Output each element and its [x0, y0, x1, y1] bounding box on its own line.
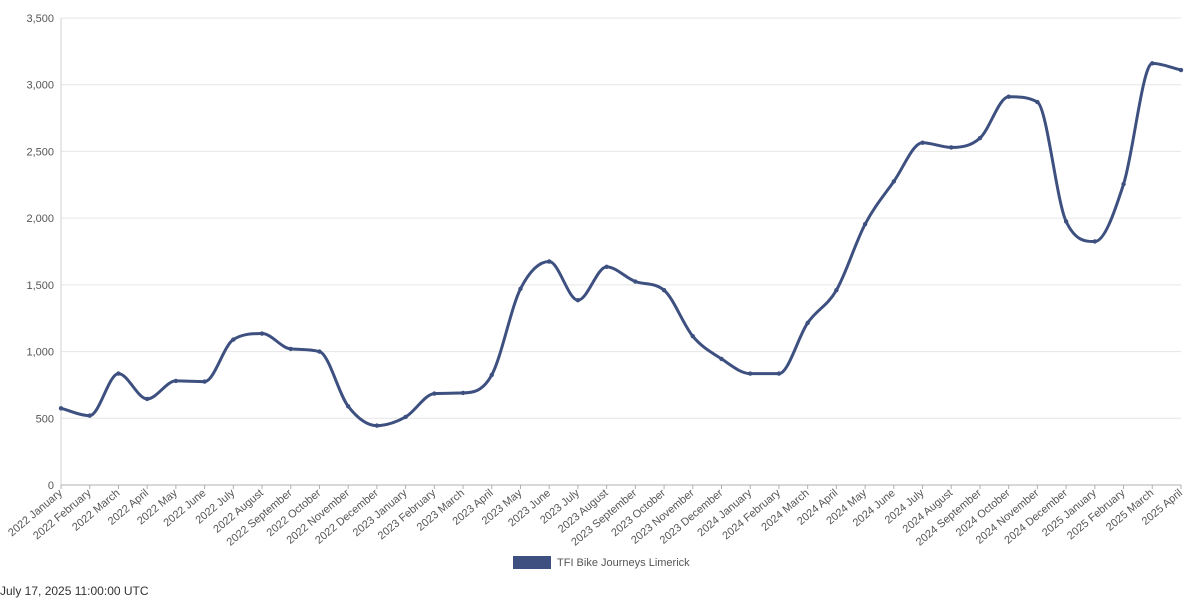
y-tick-label: 500: [36, 413, 54, 425]
data-point[interactable]: [1150, 61, 1155, 66]
data-point[interactable]: [805, 320, 810, 326]
y-tick-label: 1,500: [26, 280, 54, 292]
data-point[interactable]: [834, 287, 839, 293]
data-point[interactable]: [317, 349, 322, 354]
data-point[interactable]: [1121, 181, 1126, 187]
data-point[interactable]: [345, 404, 351, 409]
data-point[interactable]: [432, 391, 437, 396]
y-axis: 0 500 1,000 1,500 2,000 2,500 3,000 3,500: [26, 13, 62, 492]
data-point[interactable]: [259, 331, 265, 336]
data-point[interactable]: [403, 414, 408, 420]
data-point[interactable]: [489, 372, 494, 378]
data-point[interactable]: [977, 135, 983, 141]
data-point[interactable]: [173, 378, 179, 384]
data-point[interactable]: [87, 413, 92, 418]
legend[interactable]: TFI Bike Journeys Limerick: [513, 556, 690, 569]
data-point[interactable]: [374, 423, 380, 428]
data-point[interactable]: [776, 371, 782, 376]
y-tick-label: 3,500: [26, 13, 54, 25]
data-point[interactable]: [575, 298, 581, 303]
data-point[interactable]: [862, 221, 868, 227]
data-point[interactable]: [547, 259, 552, 264]
data-point[interactable]: [633, 279, 638, 284]
y-tick-label: 1,000: [26, 347, 54, 359]
y-tick-label: 0: [48, 480, 54, 492]
data-point[interactable]: [1006, 94, 1011, 99]
y-tick-label: 2,500: [26, 146, 54, 158]
data-point[interactable]: [748, 371, 753, 376]
y-tick-label: 3,000: [26, 80, 54, 92]
series-layer: [58, 61, 1184, 428]
data-point[interactable]: [231, 337, 236, 342]
data-point[interactable]: [144, 396, 150, 402]
data-point[interactable]: [661, 287, 667, 293]
data-point[interactable]: [202, 379, 207, 384]
data-point[interactable]: [891, 179, 897, 184]
data-point[interactable]: [949, 145, 954, 150]
data-point[interactable]: [719, 356, 724, 362]
series-line[interactable]: [59, 61, 1183, 428]
data-point[interactable]: [58, 406, 64, 411]
data-point[interactable]: [460, 390, 466, 396]
data-point[interactable]: [690, 334, 695, 339]
data-point[interactable]: [1092, 239, 1098, 244]
data-point[interactable]: [116, 371, 121, 376]
data-point[interactable]: [920, 140, 925, 145]
legend-label[interactable]: TFI Bike Journeys Limerick: [557, 556, 690, 569]
data-point[interactable]: [604, 264, 609, 270]
data-point[interactable]: [1035, 99, 1040, 105]
data-point[interactable]: [518, 286, 523, 292]
grid-lines: [61, 17, 1181, 486]
data-point[interactable]: [288, 346, 293, 352]
data-point[interactable]: [1063, 219, 1069, 224]
y-tick-label: 2,000: [26, 213, 54, 225]
legend-swatch[interactable]: [513, 556, 551, 569]
timestamp: July 17, 2025 11:00:00 UTC: [0, 584, 149, 598]
data-point[interactable]: [1178, 67, 1184, 73]
